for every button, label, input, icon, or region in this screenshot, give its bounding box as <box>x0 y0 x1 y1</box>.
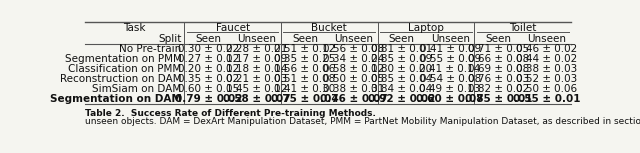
Text: 0.20 ± 0.12: 0.20 ± 0.12 <box>178 64 239 74</box>
Text: No Pre-train: No Pre-train <box>120 44 182 54</box>
Text: unseen objects. DAM = DexArt Manipulation Dataset, PMM = PartNet Mobility Manipu: unseen objects. DAM = DexArt Manipulatio… <box>85 117 640 126</box>
Text: 0.21 ± 0.03: 0.21 ± 0.03 <box>226 74 287 84</box>
Text: 0.58 ± 0.12: 0.58 ± 0.12 <box>323 64 384 74</box>
Text: Classification on PMM: Classification on PMM <box>68 64 182 74</box>
Text: Table 2.  Success Rate of Different Pre-training Methods.: Table 2. Success Rate of Different Pre-t… <box>85 109 376 118</box>
Text: 0.27 ± 0.12: 0.27 ± 0.12 <box>178 54 239 64</box>
Text: 0.34 ± 0.24: 0.34 ± 0.24 <box>323 54 384 64</box>
Text: 0.50 ± 0.06: 0.50 ± 0.06 <box>516 84 577 94</box>
Text: 0.45 ± 0.12: 0.45 ± 0.12 <box>226 84 287 94</box>
Text: Unseen: Unseen <box>527 34 566 44</box>
Text: 0.66 ± 0.08: 0.66 ± 0.08 <box>468 54 529 64</box>
Text: 0.69 ± 0.08: 0.69 ± 0.08 <box>468 64 529 74</box>
Text: Unseen: Unseen <box>334 34 373 44</box>
Text: 0.51 ± 0.08: 0.51 ± 0.08 <box>275 74 336 84</box>
Text: Seen: Seen <box>389 34 415 44</box>
Text: Laptop: Laptop <box>408 23 444 33</box>
Text: 0.60 ± 0.07: 0.60 ± 0.07 <box>417 94 484 104</box>
Text: 0.79 ± 0.02: 0.79 ± 0.02 <box>175 94 242 104</box>
Text: 0.52 ± 0.03: 0.52 ± 0.03 <box>516 74 577 84</box>
Text: 0.80 ± 0.20: 0.80 ± 0.20 <box>371 64 433 74</box>
Text: Task: Task <box>124 23 146 33</box>
Text: 0.81 ± 0.01: 0.81 ± 0.01 <box>371 44 433 54</box>
Text: 0.38 ± 0.03: 0.38 ± 0.03 <box>516 64 577 74</box>
Text: Unseen: Unseen <box>431 34 470 44</box>
Text: 0.18 ± 0.14: 0.18 ± 0.14 <box>226 64 287 74</box>
Text: Unseen: Unseen <box>237 34 276 44</box>
Text: 0.49 ± 0.13: 0.49 ± 0.13 <box>419 84 481 94</box>
Text: Segmentation on DAM: Segmentation on DAM <box>50 94 182 104</box>
Text: 0.85 ± 0.09: 0.85 ± 0.09 <box>371 54 433 64</box>
Text: 0.44 ± 0.02: 0.44 ± 0.02 <box>516 54 577 64</box>
Text: 0.55 ± 0.09: 0.55 ± 0.09 <box>420 54 481 64</box>
Text: Segmentation on PMM: Segmentation on PMM <box>65 54 182 64</box>
Text: 0.55 ± 0.01: 0.55 ± 0.01 <box>513 94 580 104</box>
Text: 0.41 ± 0.14: 0.41 ± 0.14 <box>419 64 481 74</box>
Text: 0.56 ± 0.08: 0.56 ± 0.08 <box>323 44 384 54</box>
Text: 0.38 ± 0.31: 0.38 ± 0.31 <box>323 84 384 94</box>
Text: 0.54 ± 0.08: 0.54 ± 0.08 <box>420 74 481 84</box>
Text: 0.28 ± 0.21: 0.28 ± 0.21 <box>226 44 287 54</box>
Text: 0.92 ± 0.02: 0.92 ± 0.02 <box>368 94 435 104</box>
Text: 0.75 ± 0.04: 0.75 ± 0.04 <box>271 94 339 104</box>
Text: 0.46 ± 0.02: 0.46 ± 0.02 <box>516 44 577 54</box>
Text: 0.50 ± 0.05: 0.50 ± 0.05 <box>323 74 384 84</box>
Text: 0.76 ± 0.03: 0.76 ± 0.03 <box>468 74 529 84</box>
Text: 0.82 ± 0.02: 0.82 ± 0.02 <box>468 84 529 94</box>
Text: 0.76 ± 0.07: 0.76 ± 0.07 <box>319 94 387 104</box>
Text: 0.30 ± 0.22: 0.30 ± 0.22 <box>178 44 239 54</box>
Text: 0.41 ± 0.30: 0.41 ± 0.30 <box>275 84 336 94</box>
Text: SimSiam on DAM: SimSiam on DAM <box>93 84 182 94</box>
Text: 0.85 ± 0.01: 0.85 ± 0.01 <box>465 94 532 104</box>
Text: 0.56 ± 0.06: 0.56 ± 0.06 <box>275 64 336 74</box>
Text: Faucet: Faucet <box>216 23 250 33</box>
Text: 0.41 ± 0.09: 0.41 ± 0.09 <box>420 44 481 54</box>
Text: 0.51 ± 0.12: 0.51 ± 0.12 <box>275 44 336 54</box>
Text: 0.17 ± 0.09: 0.17 ± 0.09 <box>226 54 287 64</box>
Text: 0.35 ± 0.02: 0.35 ± 0.02 <box>178 74 239 84</box>
Text: Seen: Seen <box>292 34 318 44</box>
Text: Reconstruction on DAM: Reconstruction on DAM <box>60 74 182 84</box>
Text: Seen: Seen <box>195 34 221 44</box>
Text: 0.60 ± 0.15: 0.60 ± 0.15 <box>178 84 239 94</box>
Text: Split: Split <box>158 34 182 44</box>
Text: 0.85 ± 0.04: 0.85 ± 0.04 <box>371 74 433 84</box>
Text: 0.84 ± 0.04: 0.84 ± 0.04 <box>371 84 433 94</box>
Text: 0.71 ± 0.05: 0.71 ± 0.05 <box>468 44 529 54</box>
Text: 0.58 ± 0.07: 0.58 ± 0.07 <box>223 94 291 104</box>
Text: Toilet: Toilet <box>509 23 536 33</box>
Text: Seen: Seen <box>486 34 511 44</box>
Text: 0.35 ± 0.25: 0.35 ± 0.25 <box>275 54 336 64</box>
Text: Bucket: Bucket <box>312 23 347 33</box>
